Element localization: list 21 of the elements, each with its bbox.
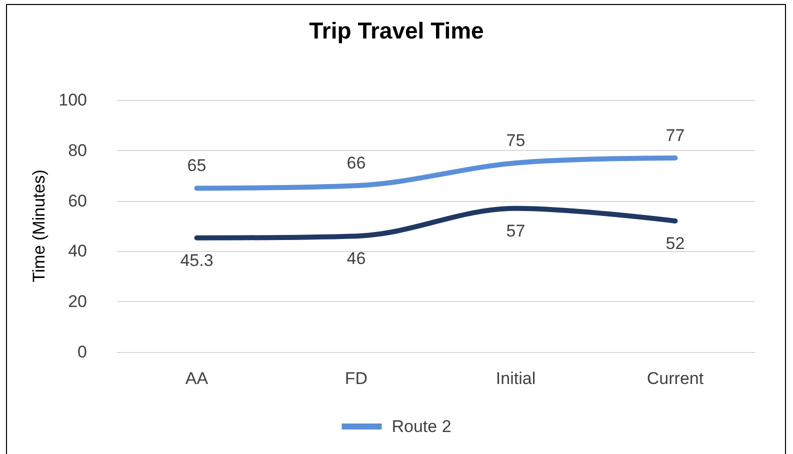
x-tick-label: Initial xyxy=(496,369,536,388)
x-tick-label: AA xyxy=(185,369,209,388)
data-label: 66 xyxy=(346,154,366,173)
y-tick-label: 40 xyxy=(68,242,87,261)
y-tick-label: 60 xyxy=(68,191,87,210)
chart-title: Trip Travel Time xyxy=(309,18,484,44)
x-tick-label: FD xyxy=(344,369,368,388)
data-label: 65 xyxy=(187,156,206,176)
y-tick-label: 80 xyxy=(68,140,87,160)
y-axis-title: Time (Minutes) xyxy=(30,170,49,282)
x-tick-label: Current xyxy=(646,369,704,388)
legend-label: Route 2 xyxy=(392,417,452,436)
data-label: 57 xyxy=(506,221,526,240)
data-label: 75 xyxy=(506,131,526,150)
y-tick-label: 0 xyxy=(78,342,87,362)
y-tick-label: 100 xyxy=(58,90,87,110)
data-label: 77 xyxy=(666,126,685,145)
data-label: 46 xyxy=(346,249,366,268)
y-tick-label: 20 xyxy=(68,292,87,312)
data-label: 52 xyxy=(666,234,685,253)
data-label: 45.3 xyxy=(180,250,214,270)
